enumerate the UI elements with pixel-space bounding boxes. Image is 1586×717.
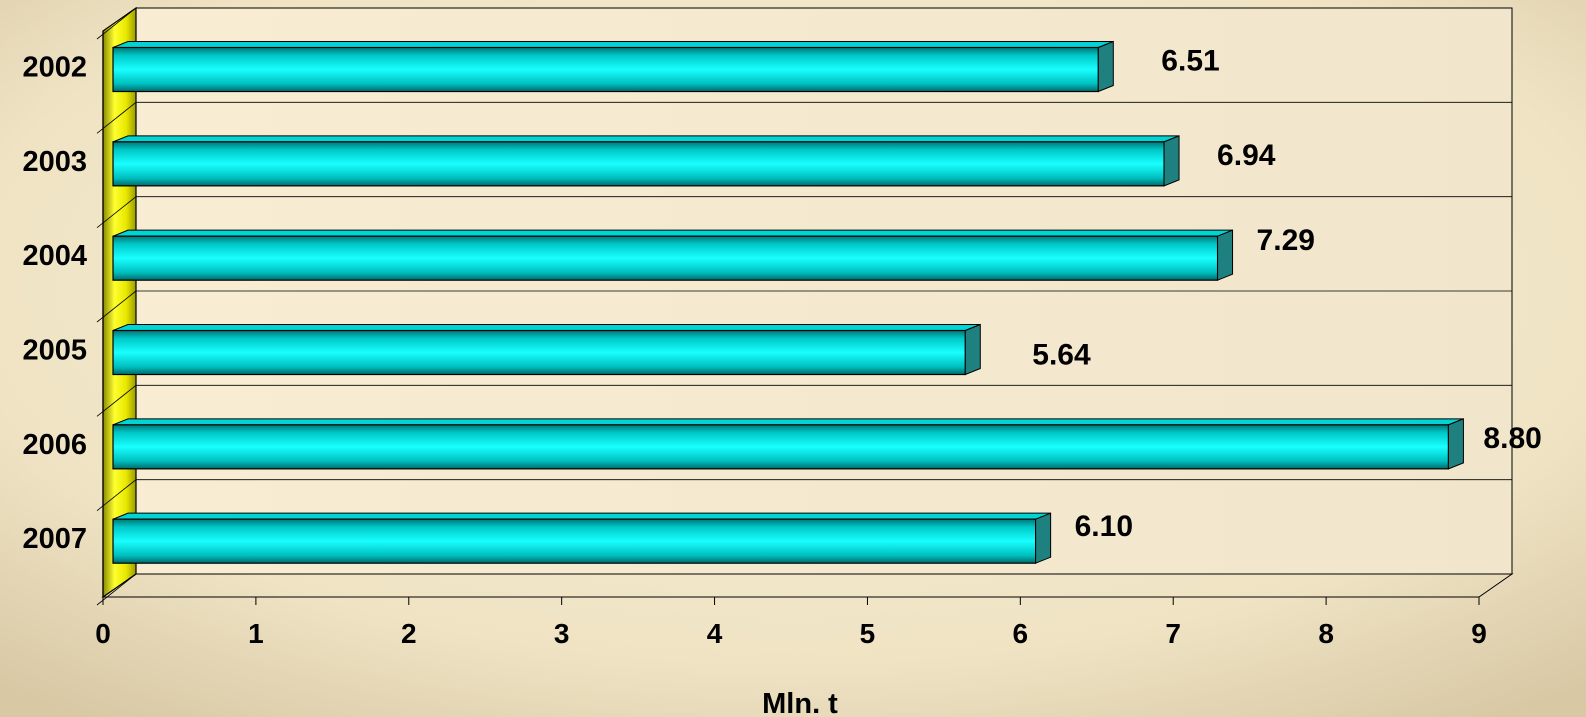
bar <box>112 418 1464 470</box>
bar-top-face <box>112 41 1114 49</box>
bar <box>112 512 1052 564</box>
tick-label: 1 <box>248 618 264 649</box>
bar-top-face <box>112 229 1233 237</box>
bar <box>112 229 1234 281</box>
bar-front-face <box>112 424 1450 470</box>
bar-end-face <box>1447 418 1464 470</box>
bar-front-face <box>112 235 1219 281</box>
bar-front-face <box>112 329 966 376</box>
depth-wall <box>102 6 137 599</box>
tick-label: 7 <box>1165 618 1181 649</box>
data-label: 5.64 <box>1032 339 1091 372</box>
gridlines <box>96 7 1514 606</box>
tick-label: 0 <box>95 618 111 649</box>
tick-label: 2 <box>401 618 417 649</box>
bar-front-face <box>112 141 1165 187</box>
tick-label: 9 <box>1471 618 1487 649</box>
x-axis-ticks: 0 1 2 3 4 5 6 7 8 9 <box>95 597 1487 649</box>
category-label: 2007 <box>22 523 87 555</box>
category-label: 2004 <box>22 240 87 272</box>
category-labels: 2002 2003 2004 2005 2006 2007 <box>22 52 87 556</box>
bar-top-face <box>112 324 981 332</box>
data-labels: 6.51 6.94 7.29 5.64 8.80 6.10 <box>1032 45 1542 544</box>
category-label: 2006 <box>22 429 87 461</box>
side-wall <box>102 6 137 599</box>
x-axis-title: Mln. t <box>762 688 838 717</box>
tick-label: 3 <box>554 618 570 649</box>
data-label: 7.29 <box>1257 224 1315 257</box>
data-label: 8.80 <box>1483 422 1541 455</box>
tick-label: 8 <box>1318 618 1334 649</box>
bar-front-face <box>112 46 1099 93</box>
tick-label: 6 <box>1013 618 1029 649</box>
data-label: 6.10 <box>1075 510 1133 543</box>
tick-label: 4 <box>707 618 723 649</box>
bar-end-face <box>1217 229 1234 281</box>
bars <box>112 40 1464 564</box>
bar-top-face <box>112 418 1464 426</box>
data-label: 6.94 <box>1217 139 1276 172</box>
bar-end-face <box>1035 512 1052 564</box>
bar-end-face <box>1163 135 1180 187</box>
bar-end-face <box>1097 40 1114 93</box>
tick-label: 5 <box>860 618 876 649</box>
bar-front-face <box>112 518 1037 564</box>
category-label: 2003 <box>22 146 87 178</box>
category-label: 2005 <box>22 335 87 367</box>
bar-top-face <box>112 135 1180 143</box>
bar <box>112 323 981 376</box>
bar <box>112 135 1180 187</box>
category-label: 2002 <box>22 52 87 84</box>
bar-end-face <box>964 323 981 376</box>
bar <box>112 40 1114 93</box>
bar-top-face <box>112 512 1051 520</box>
data-label: 6.51 <box>1161 45 1219 78</box>
